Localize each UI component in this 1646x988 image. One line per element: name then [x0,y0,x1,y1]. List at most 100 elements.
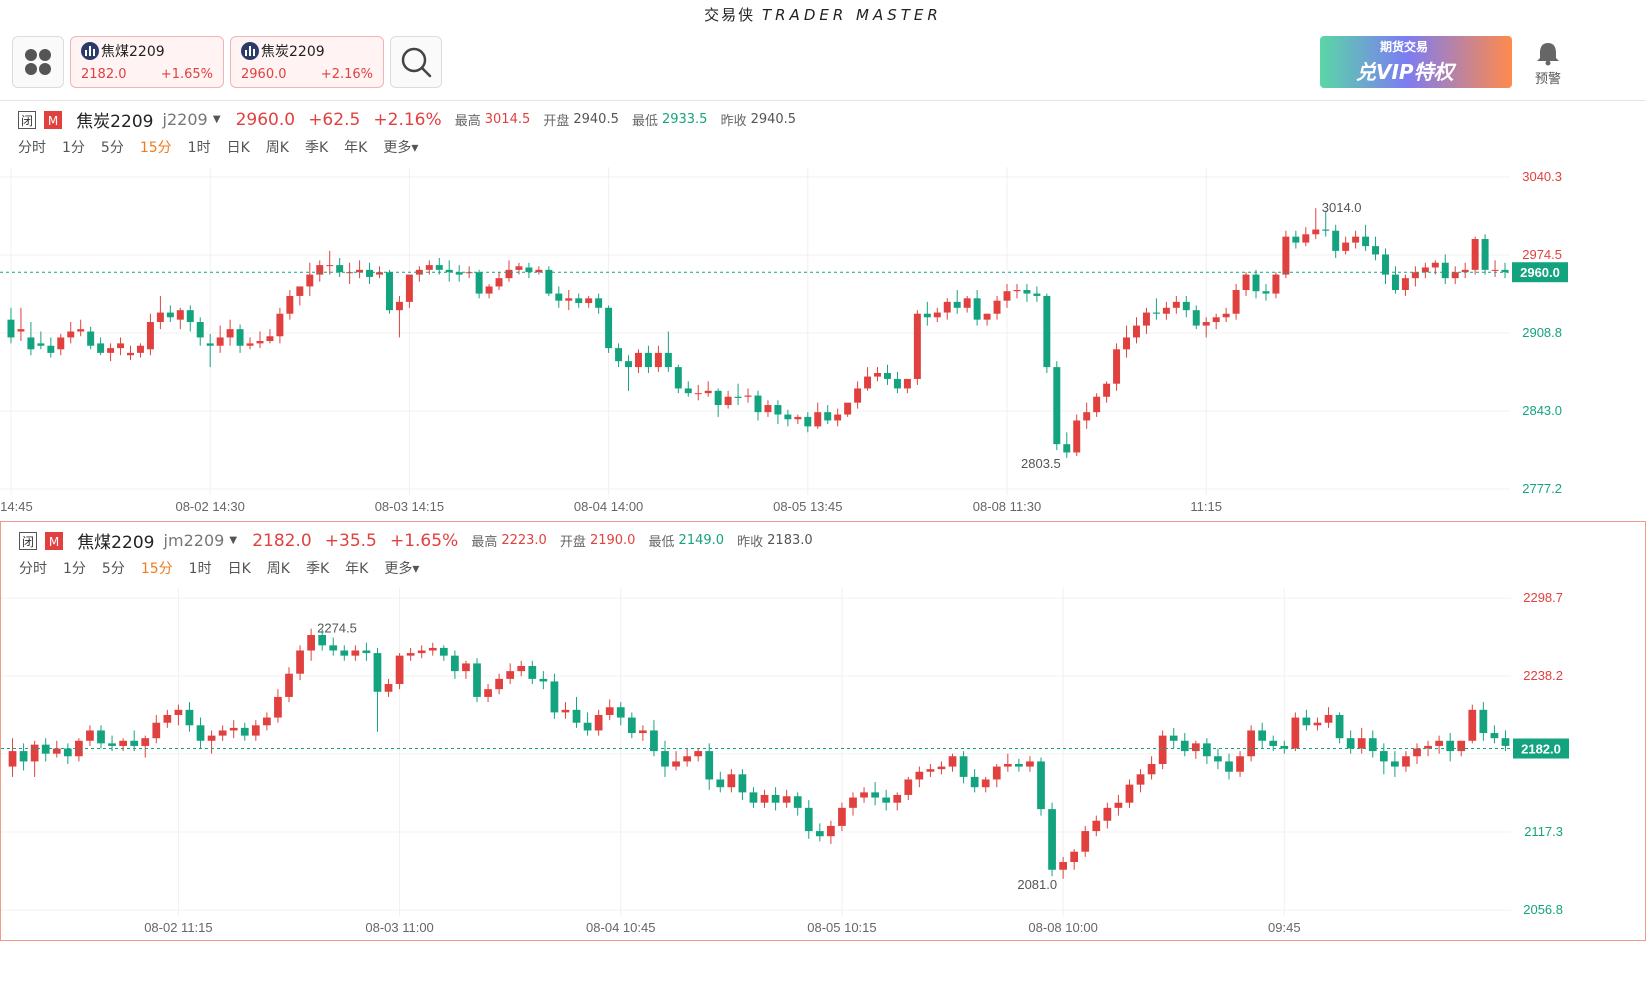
tab-period[interactable]: 周K [266,561,290,577]
candle-body [376,272,383,275]
banner-line2: 兑VIP特权 [1356,60,1454,84]
tab-period[interactable]: 5分 [100,140,124,156]
tab-period[interactable]: 1分 [63,561,86,577]
tab-period[interactable]: 日K [227,561,251,577]
candle-body [963,298,971,308]
candle-body [981,779,990,788]
candle-body [1003,291,1011,301]
candle-body [1013,290,1021,292]
tab-period-more[interactable]: 更多▾ [384,561,420,577]
candle-body [1324,714,1333,723]
candle-body [864,376,872,389]
candle-body [206,343,214,346]
last-price-label: 2182.0 [1521,742,1561,757]
candle-body [1302,234,1310,243]
search-button[interactable] [390,36,442,88]
candle-body [366,269,374,277]
tab-period[interactable]: 季K [305,561,330,577]
candle-body [186,310,194,323]
tab-period[interactable]: 分时 [18,140,46,156]
banner-line1: 期货交易 [1380,40,1429,54]
period-tabs: 分时 1分 5分 15分 1时 日K 周K 季K 年K 更多▾ [19,558,435,578]
tab-period[interactable]: 周K [265,140,289,156]
candle-body [236,329,244,346]
candle-body [395,655,404,685]
candle-body [625,361,633,368]
candle-body [661,751,669,767]
tab-period[interactable]: 1分 [62,140,85,156]
tab-period[interactable]: 分时 [19,561,47,577]
candle-body [1457,740,1466,752]
tab-name: 焦炭2209 [261,44,325,60]
x-tick-label: 08-05 10:15 [807,920,876,935]
alert-button[interactable]: 预警 [1528,40,1568,88]
candle-body [1302,717,1311,726]
candle-body [1203,743,1211,757]
stat-label: 昨收 [720,114,747,129]
last-price: 2182.0 [252,530,312,551]
candle-body [307,635,315,651]
contract-code[interactable]: jm2209 [163,531,225,550]
tab-period[interactable]: 1时 [188,561,212,577]
candle-body [1357,738,1366,749]
candle-body [117,343,125,349]
candle-body [1421,267,1429,273]
candle-body [1368,738,1377,752]
change-pct: +1.65% [389,530,459,551]
change: +62.5 [308,109,361,130]
tab-period-active[interactable]: 15分 [139,140,172,156]
candle-body [406,653,415,656]
grid-menu-button[interactable] [12,36,64,88]
chevron-down-icon[interactable]: ▼ [212,114,221,125]
candle-body [923,313,931,318]
candle-body [1247,730,1255,757]
candle-body [754,395,762,413]
candle-body [329,645,338,651]
vip-banner[interactable]: 期货交易 兑VIP特权 [1320,36,1512,88]
candle-body [1379,751,1388,762]
chevron-down-icon[interactable]: ▼ [229,535,238,546]
candle-body [185,709,194,726]
candle-body [296,650,304,674]
candle-body [1026,761,1034,767]
candle-body [306,274,314,287]
candle-body [1081,831,1090,852]
candle-body [218,730,227,736]
stat-value: 2190.0 [589,533,636,548]
candle-body [594,714,603,731]
tab-period[interactable]: 年K [345,561,369,577]
candle-body [417,650,426,654]
tab-j2209[interactable]: 焦炭2209 2960.0 +2.16% [230,36,384,88]
candle-body [1479,709,1488,734]
candle-body [1152,312,1160,314]
candle-body [425,265,433,270]
candle-body [163,714,172,723]
stat-label: 开盘 [559,535,586,550]
contract-code[interactable]: j2209 [162,110,208,129]
tab-period[interactable]: 日K [226,140,250,156]
tab-period[interactable]: 5分 [101,561,125,577]
candle-body [674,367,682,389]
low-annotation: 2081.0 [1017,877,1057,892]
tab-period-more[interactable]: 更多▾ [383,140,419,156]
candle-body [246,343,254,346]
candle-body [1451,272,1459,279]
candle-body [871,792,879,798]
candle-body [903,378,911,389]
quote-header: 闭 M 焦炭2209 j2209 ▼ 2960.0 +62.5 +2.16% 最… [18,107,804,132]
candle-body [528,665,537,679]
candle-body [52,748,61,754]
tab-period[interactable]: 年K [344,140,368,156]
candle-body [266,336,274,342]
tab-period-active[interactable]: 15分 [140,561,173,577]
candlestick-chart[interactable]: 3040.3 2974.5 2908.8 2843.0 2777.2 1 14:45 08-… [0,167,1646,521]
tab-period[interactable]: 1时 [187,140,211,156]
candle-body [605,307,613,349]
tab-jm2209[interactable]: 焦煤2209 2182.0 +1.65% [70,36,224,88]
candle-body [130,740,139,746]
candle-body [1063,444,1071,453]
last-price: 2960.0 [235,109,296,130]
candle-body [465,272,473,274]
tab-period[interactable]: 季K [304,140,329,156]
